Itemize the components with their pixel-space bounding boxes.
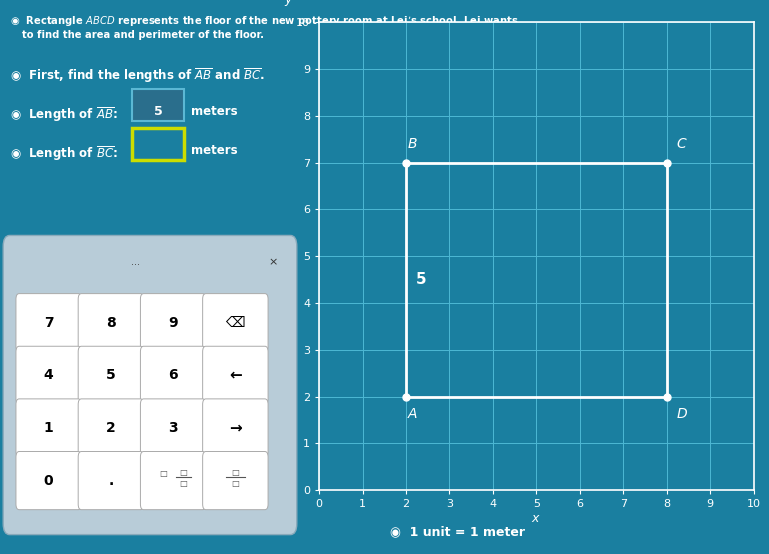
Text: 5: 5 [416, 272, 427, 287]
Text: □: □ [178, 468, 187, 477]
Text: □: □ [160, 469, 168, 479]
Text: □: □ [178, 479, 187, 488]
FancyBboxPatch shape [78, 294, 144, 352]
Text: □: □ [231, 479, 239, 488]
FancyBboxPatch shape [141, 294, 206, 352]
Text: 1: 1 [44, 421, 54, 435]
Text: 3: 3 [168, 421, 178, 435]
Text: 5: 5 [154, 105, 162, 118]
Text: 2: 2 [106, 421, 116, 435]
Text: ...: ... [131, 257, 141, 267]
Text: $A$: $A$ [407, 407, 418, 422]
FancyBboxPatch shape [203, 346, 268, 404]
Text: ×: × [268, 257, 278, 267]
FancyBboxPatch shape [16, 294, 82, 352]
Text: 6: 6 [168, 368, 178, 382]
FancyBboxPatch shape [132, 128, 184, 160]
Text: meters: meters [191, 144, 238, 157]
FancyBboxPatch shape [16, 399, 82, 457]
FancyBboxPatch shape [78, 346, 144, 404]
Text: ◉  First, find the lengths of $\overline{AB}$ and $\overline{BC}$.: ◉ First, find the lengths of $\overline{… [9, 66, 265, 85]
Text: 9: 9 [168, 316, 178, 330]
Text: □: □ [231, 468, 239, 477]
FancyBboxPatch shape [3, 235, 297, 535]
Text: ◉  1 unit = 1 meter: ◉ 1 unit = 1 meter [390, 525, 525, 538]
Text: 0: 0 [44, 474, 54, 488]
Text: $B$: $B$ [408, 137, 418, 151]
FancyBboxPatch shape [78, 452, 144, 510]
X-axis label: $x$: $x$ [531, 512, 541, 525]
FancyBboxPatch shape [203, 399, 268, 457]
Text: 4: 4 [44, 368, 54, 382]
FancyBboxPatch shape [203, 294, 268, 352]
Text: $D$: $D$ [676, 407, 688, 422]
Text: 5: 5 [106, 368, 116, 382]
FancyBboxPatch shape [203, 452, 268, 510]
Text: ◉  Length of $\overline{BC}$:: ◉ Length of $\overline{BC}$: [9, 144, 118, 163]
Text: ◉  Length of $\overline{AB}$:: ◉ Length of $\overline{AB}$: [9, 105, 117, 124]
FancyBboxPatch shape [141, 346, 206, 404]
Text: 8: 8 [106, 316, 116, 330]
FancyBboxPatch shape [78, 399, 144, 457]
Text: 7: 7 [44, 316, 54, 330]
FancyBboxPatch shape [141, 399, 206, 457]
Y-axis label: $y$: $y$ [284, 0, 294, 8]
FancyBboxPatch shape [132, 89, 184, 121]
Text: .: . [108, 474, 114, 488]
Text: to find the area and perimeter of the floor.: to find the area and perimeter of the fl… [22, 30, 265, 40]
Text: meters: meters [191, 105, 238, 118]
Text: ◉  Rectangle $ABCD$ represents the floor of the new pottery room at Lei’s school: ◉ Rectangle $ABCD$ represents the floor … [9, 14, 518, 28]
Text: $C$: $C$ [676, 137, 687, 151]
Text: ⌫: ⌫ [225, 316, 245, 330]
FancyBboxPatch shape [16, 346, 82, 404]
FancyBboxPatch shape [141, 452, 206, 510]
FancyBboxPatch shape [16, 452, 82, 510]
Text: →: → [229, 420, 241, 435]
Text: ←: ← [229, 368, 241, 383]
